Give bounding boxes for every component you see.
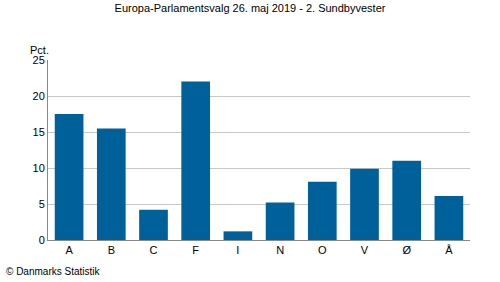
svg-text:A: A <box>65 244 73 256</box>
svg-text:20: 20 <box>33 90 45 102</box>
svg-text:© Danmarks Statistik: © Danmarks Statistik <box>6 266 101 277</box>
svg-text:10: 10 <box>33 162 45 174</box>
svg-text:Å: Å <box>445 244 453 256</box>
svg-text:V: V <box>361 244 369 256</box>
svg-text:N: N <box>276 244 284 256</box>
svg-text:Ø: Ø <box>402 244 411 256</box>
svg-text:I: I <box>236 244 239 256</box>
svg-text:15: 15 <box>33 126 45 138</box>
svg-text:O: O <box>318 244 327 256</box>
svg-text:25: 25 <box>33 54 45 66</box>
svg-text:5: 5 <box>39 198 45 210</box>
svg-text:C: C <box>150 244 158 256</box>
svg-text:F: F <box>192 244 199 256</box>
svg-text:Europa-Parlamentsvalg 26. maj: Europa-Parlamentsvalg 26. maj 2019 - 2. … <box>115 2 386 14</box>
svg-text:0: 0 <box>39 234 45 246</box>
svg-text:Pct.: Pct. <box>30 44 49 56</box>
svg-text:B: B <box>108 244 115 256</box>
